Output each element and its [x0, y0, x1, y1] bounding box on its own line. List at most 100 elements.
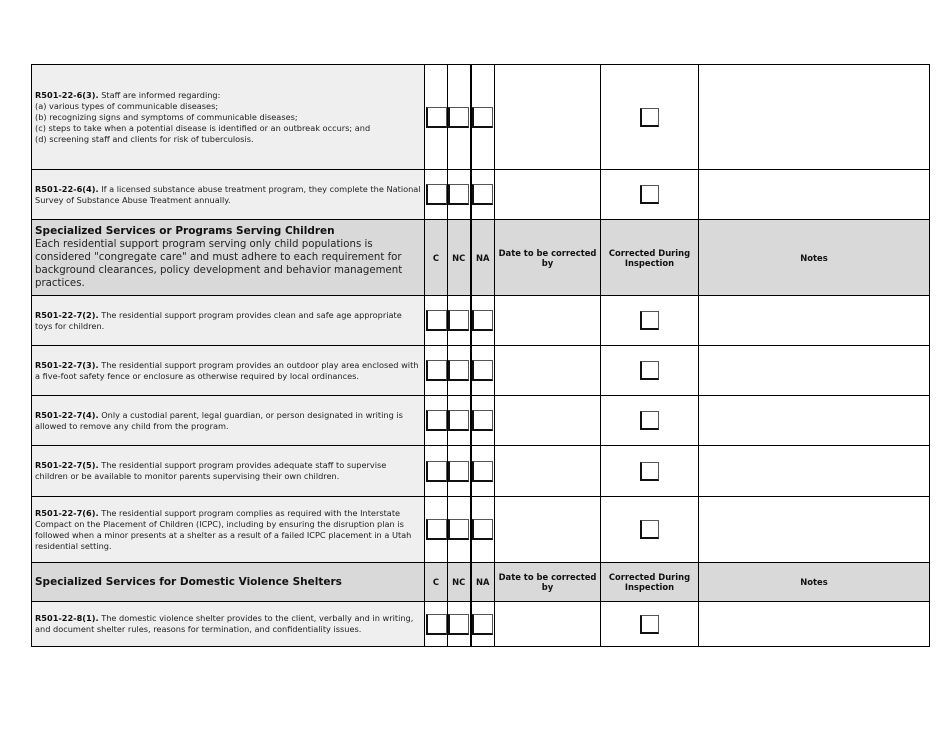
requirement-row: R501-22-6(3). Staff are informed regardi… [31, 64, 930, 170]
c-cell [424, 395, 448, 446]
nc-checkbox[interactable] [448, 106, 470, 128]
c-checkbox[interactable] [425, 460, 447, 482]
requirement-text: R501-22-7(6). The residential support pr… [31, 496, 425, 563]
notes-field[interactable] [698, 496, 930, 563]
column-header-nc: NC [447, 219, 472, 296]
c-cell [424, 445, 448, 497]
na-checkbox[interactable] [472, 106, 494, 128]
notes-field[interactable] [698, 295, 930, 346]
c-checkbox[interactable] [425, 184, 447, 205]
na-cell [470, 445, 495, 497]
date-to-be-corrected-field[interactable] [494, 445, 601, 497]
corrected-cell [600, 64, 699, 170]
corrected-during-inspection-checkbox[interactable] [640, 107, 659, 127]
nc-checkbox[interactable] [448, 460, 470, 482]
na-cell [470, 345, 495, 396]
date-to-be-corrected-field[interactable] [494, 496, 601, 563]
corrected-cell [600, 496, 699, 563]
c-checkbox[interactable] [425, 613, 447, 635]
nc-cell [447, 295, 472, 346]
notes-field[interactable] [698, 395, 930, 446]
corrected-during-inspection-checkbox[interactable] [640, 311, 659, 330]
column-header-date: Date to be corrected by [494, 562, 601, 602]
c-checkbox[interactable] [425, 106, 447, 128]
requirement-subitem: (d) screening staff and clients for risk… [35, 133, 254, 144]
c-checkbox[interactable] [425, 410, 447, 431]
na-checkbox[interactable] [472, 310, 494, 331]
nc-checkbox[interactable] [448, 519, 470, 540]
c-cell [424, 496, 448, 563]
section-header-row: Specialized Services or Programs Serving… [31, 219, 930, 296]
requirement-text: R501-22-7(3). The residential support pr… [31, 345, 425, 396]
nc-checkbox[interactable] [448, 360, 470, 381]
corrected-during-inspection-checkbox[interactable] [640, 520, 659, 539]
column-header-nc: NC [447, 562, 472, 602]
notes-field[interactable] [698, 169, 930, 220]
na-checkbox[interactable] [472, 519, 494, 540]
na-cell [470, 169, 495, 220]
nc-checkbox[interactable] [448, 184, 470, 205]
date-to-be-corrected-field[interactable] [494, 345, 601, 396]
na-checkbox[interactable] [472, 410, 494, 431]
corrected-during-inspection-checkbox[interactable] [640, 411, 659, 430]
column-header-c: C [424, 562, 448, 602]
nc-checkbox[interactable] [448, 310, 470, 331]
date-to-be-corrected-field[interactable] [494, 169, 601, 220]
requirement-description: Only a custodial parent, legal guardian,… [35, 409, 403, 431]
na-checkbox[interactable] [472, 184, 494, 205]
corrected-during-inspection-checkbox[interactable] [640, 185, 659, 204]
c-checkbox[interactable] [425, 310, 447, 331]
c-checkbox[interactable] [425, 519, 447, 540]
column-header-na: NA [470, 562, 495, 602]
requirement-subitem: (b) recognizing signs and symptoms of co… [35, 111, 298, 122]
column-header-corrected: Corrected During Inspection [600, 562, 699, 602]
date-to-be-corrected-field[interactable] [494, 601, 601, 647]
requirement-description: If a licensed substance abuse treatment … [35, 183, 421, 205]
nc-checkbox[interactable] [448, 410, 470, 431]
na-checkbox[interactable] [472, 460, 494, 482]
requirement-description: The residential support program complies… [35, 507, 412, 551]
c-cell [424, 64, 448, 170]
section-title: Specialized Services for Domestic Violen… [35, 575, 342, 588]
requirement-code: R501-22-6(4). [35, 183, 99, 194]
na-cell [470, 395, 495, 446]
corrected-cell [600, 601, 699, 647]
date-to-be-corrected-field[interactable] [494, 64, 601, 170]
column-header-c: C [424, 219, 448, 296]
notes-field[interactable] [698, 445, 930, 497]
notes-field[interactable] [698, 64, 930, 170]
requirement-code: R501-22-7(5). [35, 460, 99, 470]
column-header-notes: Notes [698, 219, 930, 296]
na-checkbox[interactable] [472, 360, 494, 381]
section-header: Specialized Services or Programs Serving… [31, 219, 425, 296]
requirement-description: Staff are informed regarding: [101, 89, 221, 100]
nc-cell [447, 601, 472, 647]
requirement-subitem: (c) steps to take when a potential disea… [35, 122, 371, 133]
date-to-be-corrected-field[interactable] [494, 295, 601, 346]
corrected-cell [600, 295, 699, 346]
column-header-corrected: Corrected During Inspection [600, 219, 699, 296]
requirement-description: The residential support program provides… [35, 460, 387, 481]
column-header-date: Date to be corrected by [494, 219, 601, 296]
requirement-row: R501-22-7(5). The residential support pr… [31, 445, 930, 497]
requirement-description: The residential support program provides… [35, 359, 419, 381]
na-cell [470, 496, 495, 563]
na-checkbox[interactable] [472, 613, 494, 635]
date-to-be-corrected-field[interactable] [494, 395, 601, 446]
section-header: Specialized Services for Domestic Violen… [31, 562, 425, 602]
section-title: Specialized Services or Programs Serving… [35, 225, 335, 237]
notes-field[interactable] [698, 345, 930, 396]
c-cell [424, 169, 448, 220]
requirement-code: R501-22-7(4). [35, 409, 99, 420]
notes-field[interactable] [698, 601, 930, 647]
c-checkbox[interactable] [425, 360, 447, 381]
requirement-row: R501-22-8(1). The domestic violence shel… [31, 601, 930, 647]
c-cell [424, 295, 448, 346]
requirement-text: R501-22-7(5). The residential support pr… [31, 445, 425, 497]
corrected-during-inspection-checkbox[interactable] [640, 614, 659, 634]
corrected-cell [600, 345, 699, 396]
requirement-text: R501-22-7(2). The residential support pr… [31, 295, 425, 346]
corrected-during-inspection-checkbox[interactable] [640, 361, 659, 380]
corrected-during-inspection-checkbox[interactable] [640, 461, 659, 481]
nc-checkbox[interactable] [448, 613, 470, 635]
